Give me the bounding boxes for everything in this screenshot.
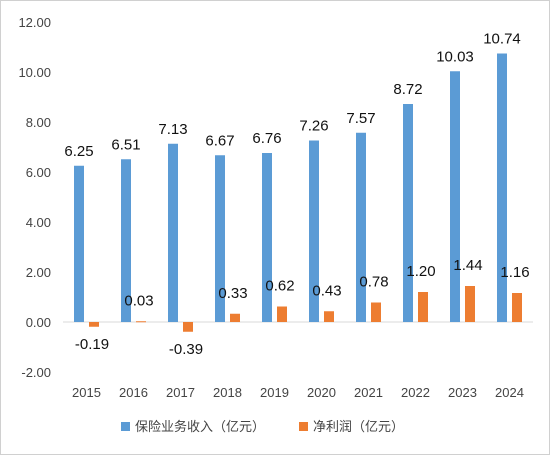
revenue-bar: [403, 104, 413, 322]
y-tick-label: -2.00: [21, 365, 51, 380]
net-profit-bar: [512, 293, 522, 322]
x-tick-label: 2024: [495, 385, 524, 400]
x-tick-label: 2023: [448, 385, 477, 400]
net-profit-bar: [324, 311, 334, 322]
x-tick-label: 2016: [119, 385, 148, 400]
revenue-bar: [309, 140, 319, 322]
y-tick-label: 6.00: [26, 165, 51, 180]
revenue-data-label: 6.67: [205, 132, 234, 149]
revenue-data-label: 6.76: [252, 130, 281, 147]
x-tick-label: 2019: [260, 385, 289, 400]
legend-label-net-profit: 净利润（亿元）: [313, 420, 404, 435]
x-tick-label: 2015: [72, 385, 101, 400]
legend-swatch-net-profit: [299, 422, 308, 431]
y-tick-label: 12.00: [18, 15, 51, 30]
legend: 保险业务收入（亿元） 净利润（亿元）: [121, 419, 404, 435]
x-tick-label: 2020: [307, 385, 336, 400]
legend-swatch-revenue: [121, 422, 130, 431]
y-tick-label: 4.00: [26, 215, 51, 230]
x-tick-label: 2018: [213, 385, 242, 400]
revenue-bar: [121, 159, 131, 322]
x-tick-label: 2017: [166, 385, 195, 400]
revenue-bar: [74, 165, 84, 322]
revenue-data-label: 10.74: [483, 31, 521, 48]
net-profit-data-label: -0.39: [169, 341, 203, 358]
x-tick-label: 2021: [354, 385, 383, 400]
x-axis: 2015 2016 2017 2018 2019 2020 2021 2022 2023 2024: [72, 385, 524, 400]
net-profit-bar: [183, 322, 193, 332]
revenue-data-label: 6.51: [111, 136, 140, 153]
net-profit-bar: [136, 321, 146, 323]
legend-label-revenue: 保险业务收入（亿元）: [135, 419, 265, 435]
y-tick-label: 0.00: [26, 315, 51, 330]
net-profit-data-label: 1.16: [500, 264, 529, 281]
revenue-bar: [356, 132, 366, 322]
revenue-data-label: 7.57: [346, 110, 375, 127]
x-tick-label: 2022: [401, 385, 430, 400]
revenue-bar: [168, 143, 178, 322]
net-profit-bar: [465, 286, 475, 322]
revenue-data-label: 10.03: [436, 48, 474, 65]
y-tick-label: 2.00: [26, 265, 51, 280]
net-profit-data-label: 1.44: [453, 257, 482, 274]
revenue-bar: [215, 155, 225, 322]
net-profit-data-label: 0.62: [265, 278, 294, 295]
revenue-data-label: 7.13: [158, 121, 187, 138]
revenue-data-label: 6.25: [64, 143, 93, 160]
revenue-bar: [497, 53, 507, 322]
revenue-bar: [450, 71, 460, 322]
net-profit-bar: [230, 313, 240, 322]
net-profit-data-label: 0.33: [218, 285, 247, 302]
revenue-data-label: 8.72: [393, 81, 422, 98]
net-profit-data-label: 0.78: [359, 274, 388, 291]
bars-group: [74, 53, 522, 332]
net-profit-data-label: 0.03: [124, 292, 153, 309]
net-profit-data-label: 0.43: [312, 282, 341, 299]
y-tick-label: 8.00: [26, 115, 51, 130]
revenue-bar: [262, 153, 272, 322]
revenue-data-label: 7.26: [299, 118, 328, 135]
net-profit-data-label: 1.20: [406, 263, 435, 280]
net-profit-bar: [277, 306, 287, 322]
y-tick-label: 10.00: [18, 65, 51, 80]
data-labels-group: 6.25 6.51 7.13 6.67 6.76 7.26 7.57 8.72 10.03 10.…: [64, 31, 529, 358]
net-profit-data-label: -0.19: [75, 336, 109, 353]
net-profit-bar: [89, 322, 99, 327]
net-profit-bar: [371, 302, 381, 322]
net-profit-bar: [418, 292, 428, 322]
